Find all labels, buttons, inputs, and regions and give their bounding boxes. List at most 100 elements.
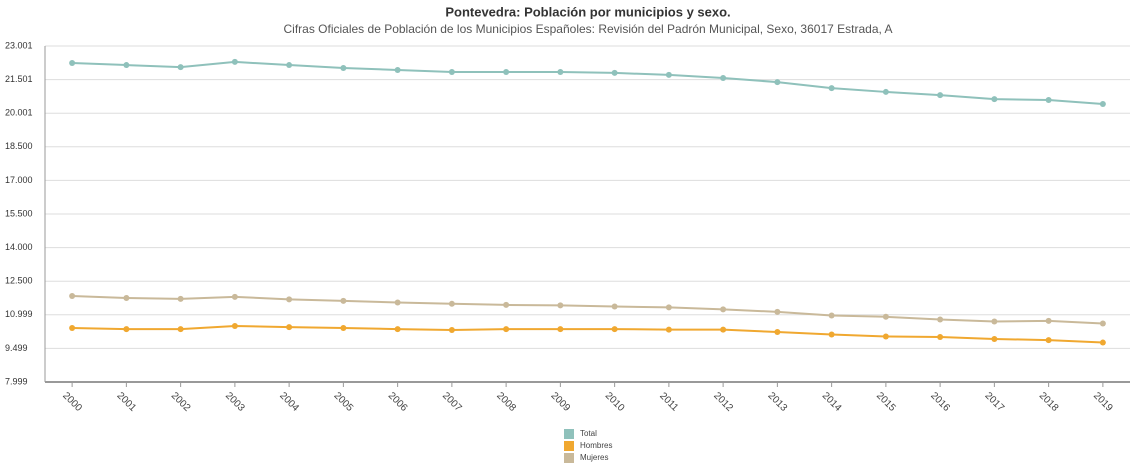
point bbox=[69, 292, 76, 299]
x-tick-label: 2012 bbox=[711, 390, 735, 414]
point bbox=[286, 296, 293, 303]
point bbox=[177, 295, 184, 302]
point bbox=[611, 69, 618, 76]
y-tick-label: 23.001 bbox=[5, 40, 33, 50]
x-tick-label: 2018 bbox=[1037, 390, 1061, 414]
point bbox=[882, 313, 889, 320]
x-tick-label: 2009 bbox=[549, 390, 573, 414]
legend-swatch bbox=[564, 453, 574, 463]
x-tick-label: 2013 bbox=[766, 390, 790, 414]
point bbox=[720, 75, 727, 82]
x-tick-label: 2003 bbox=[223, 390, 247, 414]
point bbox=[231, 58, 238, 65]
point bbox=[1045, 317, 1052, 324]
series-line bbox=[72, 324, 1103, 344]
point bbox=[286, 324, 293, 331]
y-tick-label: 14.000 bbox=[5, 242, 33, 252]
x-tick-label: 2015 bbox=[874, 390, 898, 414]
point bbox=[340, 64, 347, 71]
point bbox=[557, 302, 564, 309]
y-tick-label: 9.499 bbox=[5, 343, 28, 353]
point bbox=[1099, 320, 1106, 327]
x-tick-label: 2007 bbox=[440, 390, 464, 414]
legend-label: Hombres bbox=[580, 441, 612, 450]
point bbox=[937, 92, 944, 99]
point bbox=[828, 331, 835, 338]
legend-label: Total bbox=[580, 429, 597, 438]
point bbox=[991, 335, 998, 342]
point bbox=[665, 71, 672, 78]
point bbox=[177, 326, 184, 333]
point bbox=[665, 304, 672, 311]
point bbox=[937, 316, 944, 323]
point bbox=[828, 85, 835, 92]
point bbox=[394, 326, 401, 333]
point bbox=[1099, 339, 1106, 346]
point bbox=[123, 294, 130, 301]
point bbox=[394, 299, 401, 306]
legend-label: Mujeres bbox=[580, 453, 608, 462]
point bbox=[503, 301, 510, 308]
x-tick-label: 2001 bbox=[115, 390, 139, 414]
point bbox=[611, 303, 618, 310]
point bbox=[340, 297, 347, 304]
point bbox=[448, 69, 455, 76]
x-tick-label: 2006 bbox=[386, 390, 410, 414]
y-tick-label: 21.501 bbox=[5, 74, 33, 84]
x-tick-label: 2002 bbox=[169, 390, 193, 414]
point bbox=[394, 66, 401, 73]
y-tick-label: 15.500 bbox=[5, 208, 33, 218]
legend-swatch bbox=[564, 429, 574, 439]
x-tick-label: 2016 bbox=[928, 390, 952, 414]
point bbox=[720, 306, 727, 313]
point bbox=[774, 308, 781, 315]
point bbox=[448, 327, 455, 334]
point bbox=[1099, 101, 1106, 108]
point bbox=[1045, 96, 1052, 103]
point bbox=[611, 326, 618, 333]
point bbox=[503, 69, 510, 76]
x-tick-label: 2017 bbox=[983, 390, 1007, 414]
point bbox=[991, 318, 998, 325]
series-line bbox=[72, 294, 1103, 325]
point bbox=[123, 326, 130, 333]
y-tick-label: 12.500 bbox=[5, 276, 33, 286]
point bbox=[231, 322, 238, 329]
point bbox=[286, 62, 293, 69]
point bbox=[1045, 337, 1052, 344]
x-tick-label: 2011 bbox=[657, 391, 680, 414]
point bbox=[882, 88, 889, 95]
point bbox=[557, 69, 564, 76]
point bbox=[448, 300, 455, 307]
point bbox=[557, 326, 564, 333]
y-tick-label: 20.001 bbox=[5, 108, 33, 118]
x-tick-label: 2000 bbox=[60, 390, 84, 414]
point bbox=[774, 329, 781, 336]
point bbox=[69, 325, 76, 332]
point bbox=[177, 64, 184, 71]
y-tick-label: 18.500 bbox=[5, 141, 33, 151]
chart-title: Pontevedra: Población por municipios y s… bbox=[445, 4, 730, 19]
y-tick-label: 10.999 bbox=[5, 309, 33, 319]
point bbox=[937, 333, 944, 340]
x-tick-label: 2004 bbox=[277, 390, 301, 414]
legend-swatch bbox=[564, 441, 574, 451]
x-tick-label: 2005 bbox=[332, 390, 356, 414]
x-tick-label: 2010 bbox=[603, 390, 627, 414]
x-tick-label: 2014 bbox=[820, 390, 844, 414]
x-tick-label: 2008 bbox=[494, 390, 518, 414]
point bbox=[231, 293, 238, 300]
y-tick-label: 7.999 bbox=[5, 376, 28, 386]
x-tick-label: 2019 bbox=[1091, 390, 1115, 414]
point bbox=[991, 96, 998, 103]
point bbox=[340, 325, 347, 332]
point bbox=[882, 333, 889, 340]
point bbox=[720, 326, 727, 333]
point bbox=[503, 326, 510, 333]
point bbox=[828, 312, 835, 319]
chart-subtitle: Cifras Oficiales de Población de los Mun… bbox=[284, 22, 893, 36]
point bbox=[123, 62, 130, 69]
point bbox=[69, 60, 76, 67]
y-tick-label: 17.000 bbox=[5, 175, 33, 185]
